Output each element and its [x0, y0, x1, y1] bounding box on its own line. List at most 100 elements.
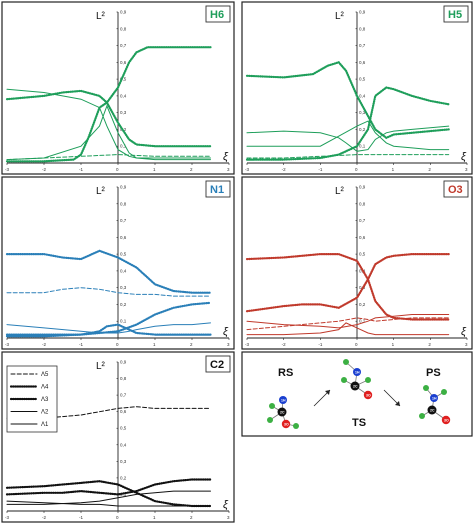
series-line-5: [6, 500, 211, 507]
y-tick-label: 0,6: [120, 60, 127, 65]
panel-badge-label: O3: [448, 184, 463, 196]
reaction-scheme-panel: RS TS PS 1H 2C 3O: [241, 351, 473, 437]
atom-label: 2C: [430, 408, 435, 412]
reactant-label: RS: [278, 367, 293, 379]
x-tick-label: -1: [79, 342, 83, 347]
legend: Λ5 Λ4 Λ3 Λ2 Λ1: [6, 365, 58, 433]
hydrogen-1-atom: [353, 368, 361, 376]
panel-badge: [205, 355, 231, 373]
atom-label: 3O: [284, 422, 289, 426]
x-tick-label: -1: [79, 515, 83, 520]
oxygen-3-atom: [281, 419, 291, 429]
y-tick-label: 0,9: [120, 360, 127, 365]
hydrogen-atom: [269, 403, 275, 409]
x-tick-label: -3: [5, 515, 9, 520]
x-axis-label: ξ: [461, 326, 467, 338]
series-line-1: [5, 249, 212, 294]
y-tick-label: 0,3: [120, 110, 127, 115]
series-line-2: [245, 253, 450, 313]
series-line-4: [246, 317, 450, 331]
x-tick-label: -3: [245, 167, 249, 172]
y-axis-label: L²: [96, 186, 106, 197]
y-tick-label: 0,2: [359, 302, 366, 307]
x-tick-label: 3: [465, 167, 468, 172]
x-tick-label: 1: [153, 167, 156, 172]
y-tick-label: 0,1: [120, 144, 127, 149]
y-axis-label: L²: [96, 11, 106, 22]
atom-label: 3O: [366, 393, 371, 397]
y-tick-label: 0,7: [359, 218, 366, 223]
series-line-5: [5, 323, 212, 338]
hydrogen-atom: [341, 377, 347, 383]
x-axis-label: ξ: [223, 499, 229, 511]
panel-c2: 0,10,20,30,40,50,60,70,80,9-3 -2 -1 0 1 2 3L²ξ…: [1, 351, 235, 523]
panel-badge: [443, 180, 469, 198]
y-tick-label: 0,6: [359, 60, 366, 65]
y-tick-label: 0,5: [359, 77, 366, 82]
series-line-3: [6, 88, 211, 159]
x-tick-label: 0: [116, 342, 119, 347]
y-tick-label: 0,7: [359, 43, 366, 48]
panel-badge-label: H5: [448, 9, 462, 21]
panel-badge: [205, 5, 231, 23]
series-line-5: [246, 322, 450, 336]
hydrogen-atom: [293, 423, 299, 429]
series-line-4: [246, 120, 450, 151]
panel-badge-label: N1: [210, 184, 224, 196]
y-tick-label: 0,7: [120, 218, 127, 223]
series-line-2: [5, 480, 212, 508]
y-tick-label: 0,3: [359, 110, 366, 115]
atom-label: 3O: [444, 418, 449, 422]
x-tick-label: 3: [227, 515, 230, 520]
x-tick-label: -2: [42, 515, 46, 520]
legend-label: Λ3: [41, 397, 49, 403]
y-tick-label: 0,2: [120, 475, 127, 480]
hydrogen-atom: [419, 413, 425, 419]
atom-label: 1H: [355, 370, 360, 374]
transition-state-molecule: 1H 2C 3O: [341, 359, 373, 400]
y-tick-label: 0,7: [120, 393, 127, 398]
y-tick-label: 0,4: [120, 93, 127, 98]
y-tick-label: 0,9: [359, 185, 366, 190]
scheme-frame: [241, 351, 473, 437]
x-tick-label: 0: [355, 167, 358, 172]
y-tick-label: 0,1: [359, 319, 366, 324]
y-tick-label: 0,1: [359, 144, 366, 149]
atom-label: 2C: [353, 384, 358, 388]
x-tick-label: -3: [245, 342, 249, 347]
series-line-1: [5, 46, 212, 163]
y-tick-label: 0,3: [120, 459, 127, 464]
x-tick-label: 3: [465, 342, 468, 347]
hydrogen-atom: [267, 417, 273, 423]
arrow-rs-ts: [313, 389, 331, 407]
y-tick-label: 0,8: [120, 26, 127, 31]
y-tick-label: 0,5: [120, 77, 127, 82]
y-tick-label: 0,5: [120, 426, 127, 431]
x-tick-label: 3: [227, 167, 230, 172]
arrow-ts-ps: [383, 389, 401, 407]
x-tick-label: 0: [116, 167, 119, 172]
product-molecule: 1H 2C 3O: [419, 385, 451, 425]
y-tick-label: 0,1: [120, 319, 127, 324]
x-tick-label: 3: [227, 342, 230, 347]
x-tick-label: -2: [282, 167, 286, 172]
y-tick-label: 0,5: [120, 252, 127, 257]
y-tick-label: 0,6: [120, 409, 127, 414]
series-line-3: [5, 478, 212, 496]
series-line-5: [246, 154, 450, 159]
x-tick-label: -3: [5, 342, 9, 347]
oxygen-3-atom: [441, 415, 451, 425]
x-axis-label: ξ: [223, 151, 229, 163]
series-line-3: [246, 314, 450, 329]
series-line-1: [245, 61, 450, 140]
x-axis-label: ξ: [223, 326, 229, 338]
x-tick-label: 2: [428, 167, 431, 172]
carbon-2-atom: [427, 405, 437, 415]
series-line-2: [6, 287, 211, 297]
carbon-2-atom: [277, 407, 287, 417]
y-tick-label: 0,9: [359, 10, 366, 15]
x-tick-label: -1: [79, 167, 83, 172]
y-tick-label: 0,8: [120, 376, 127, 381]
